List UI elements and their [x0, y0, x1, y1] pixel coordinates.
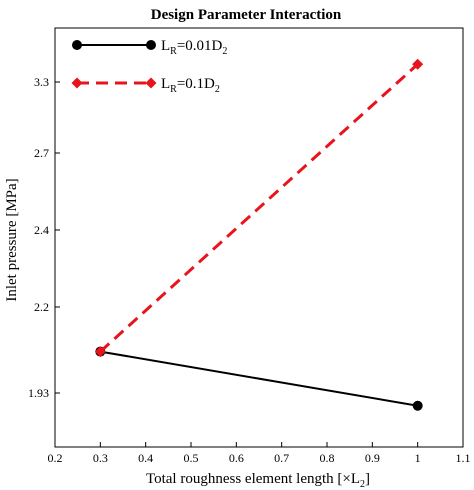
x-tick-label: 0.3: [93, 451, 108, 465]
x-tick-label: 0.9: [365, 451, 380, 465]
y-tick-label: 2.2: [34, 300, 49, 314]
legend-2-label: LR=0.1D2: [161, 76, 220, 95]
x-tick-label: 0.4: [138, 451, 153, 465]
x-axis-label: Total roughness element length [×L2]: [146, 471, 370, 490]
x-tick-label: 0.8: [320, 451, 335, 465]
x-tick-label: 0.7: [274, 451, 289, 465]
x-tick-label: 0.5: [184, 451, 199, 465]
legend-1-label: LR=0.01D2: [161, 38, 227, 57]
legend-1-marker-end: [146, 40, 156, 50]
plot-frame: [54, 27, 464, 448]
y-tick-label: 3.3: [34, 75, 49, 89]
chart-title: Design Parameter Interaction: [151, 7, 342, 23]
y-tick-label: 1.93: [28, 386, 49, 400]
series-2-point: [412, 58, 424, 70]
x-tick-label: 1: [415, 451, 421, 465]
legend-2-marker-end: [145, 77, 157, 89]
y-axis-label: Inlet pressure [MPa]: [4, 178, 20, 301]
x-tick-label: 1.1: [456, 451, 471, 465]
series-1-line: [100, 350, 418, 407]
y-tick-label: 2.7: [34, 146, 49, 160]
x-tick-label: 0.6: [229, 451, 244, 465]
series-2-line: [99, 63, 419, 353]
plot-area: 0.2 0.3 0.4 0.5 0.6 0.7 0.8 0.9 1 1.1 1.93 2.2 2.4 2.…: [28, 27, 471, 465]
series-2-point: [94, 346, 106, 358]
series-1-point: [412, 400, 423, 411]
legend-1-marker-start: [72, 40, 82, 50]
y-tick-label: 2.4: [34, 223, 49, 237]
x-tick-label: 0.2: [48, 451, 63, 465]
legend-2-marker-start: [71, 77, 83, 89]
